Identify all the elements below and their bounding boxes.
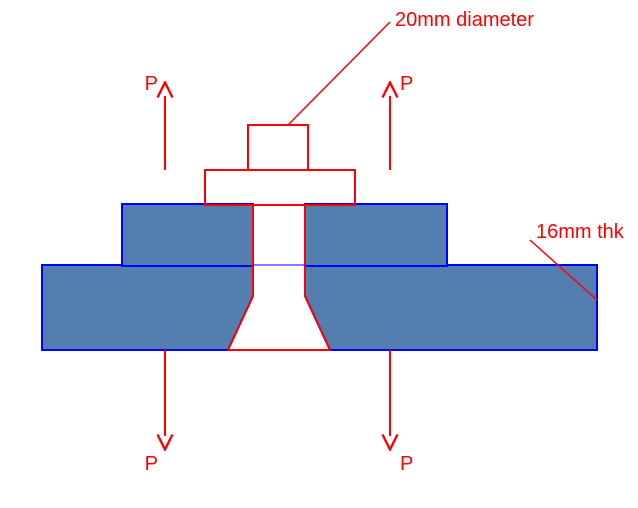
upper-plate-left <box>122 204 253 266</box>
lower-plate-right <box>305 265 597 350</box>
lower-plate-left <box>42 265 253 350</box>
label-thickness: 16mm thk <box>536 221 625 243</box>
label-force-down-right: P <box>400 453 413 475</box>
leader-diameter <box>288 22 390 125</box>
label-diameter: 20mm diameter <box>395 9 534 31</box>
label-force-up-right: P <box>400 73 413 95</box>
bolt-head-outer <box>205 170 355 205</box>
bolt-joint-diagram: 20mm diameter 16mm thk P P P P <box>0 0 638 508</box>
bolt-head-inner <box>248 125 308 170</box>
label-force-down-left: P <box>145 453 158 475</box>
label-force-up-left: P <box>145 73 158 95</box>
upper-plate-right <box>305 204 447 266</box>
